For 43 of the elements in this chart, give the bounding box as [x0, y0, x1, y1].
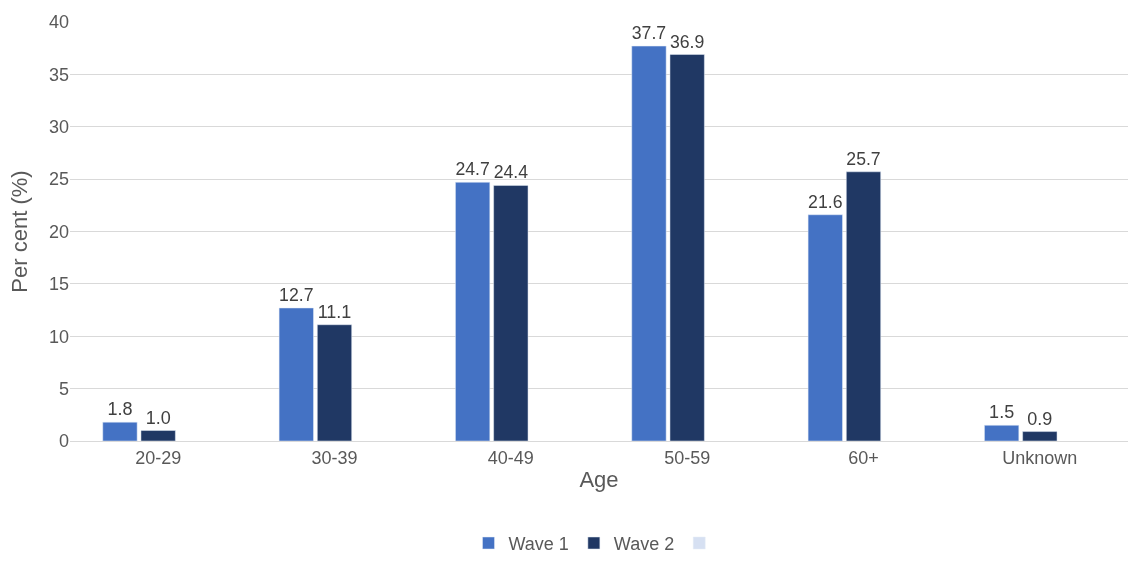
- bar: [631, 45, 667, 441]
- data-label: 12.7: [279, 285, 314, 306]
- bar: [455, 182, 491, 441]
- y-tick-label: 15: [48, 274, 69, 295]
- x-tick-label: 60+: [848, 447, 879, 468]
- x-axis-title: Age: [579, 467, 619, 493]
- y-tick-label: 40: [48, 12, 69, 33]
- data-label: 1.8: [107, 399, 133, 420]
- data-label: 37.7: [631, 23, 667, 44]
- y-tick-label: 5: [58, 378, 69, 399]
- bar: [669, 54, 705, 441]
- data-label: 1.5: [989, 402, 1015, 423]
- x-tick-label: Unknown: [1002, 447, 1078, 468]
- x-tick-label: 50-59: [664, 447, 711, 468]
- y-tick-label: 10: [48, 326, 69, 347]
- data-label: 11.1: [317, 301, 352, 322]
- y-axis-title: Per cent (%): [6, 170, 32, 293]
- y-tick-label: 0: [58, 431, 69, 452]
- bar: [278, 307, 314, 441]
- legend-label: Wave 2: [613, 534, 675, 555]
- bar: [493, 185, 529, 441]
- y-tick-label: 30: [48, 117, 69, 138]
- y-tick-label: 25: [48, 169, 69, 190]
- bar: [102, 421, 138, 441]
- data-label: 24.4: [493, 162, 529, 183]
- y-tick-label: 35: [48, 64, 69, 85]
- legend-label: Wave 1: [508, 534, 569, 555]
- data-label: 1.0: [145, 407, 171, 428]
- bar: [984, 425, 1020, 441]
- y-tick-label: 20: [48, 221, 69, 242]
- bar: [846, 171, 881, 441]
- bar: [317, 324, 352, 441]
- bar: [1022, 431, 1058, 441]
- bar: [807, 214, 843, 441]
- x-tick-label: 30-39: [311, 447, 358, 468]
- data-label: 0.9: [1027, 408, 1053, 429]
- data-label: 21.6: [808, 191, 843, 212]
- bar: [140, 430, 176, 441]
- data-label: 25.7: [846, 148, 881, 169]
- data-label: 36.9: [669, 31, 705, 52]
- data-label: 24.7: [455, 159, 490, 180]
- x-tick-label: 40-49: [487, 447, 534, 468]
- x-tick-label: 20-29: [135, 447, 182, 468]
